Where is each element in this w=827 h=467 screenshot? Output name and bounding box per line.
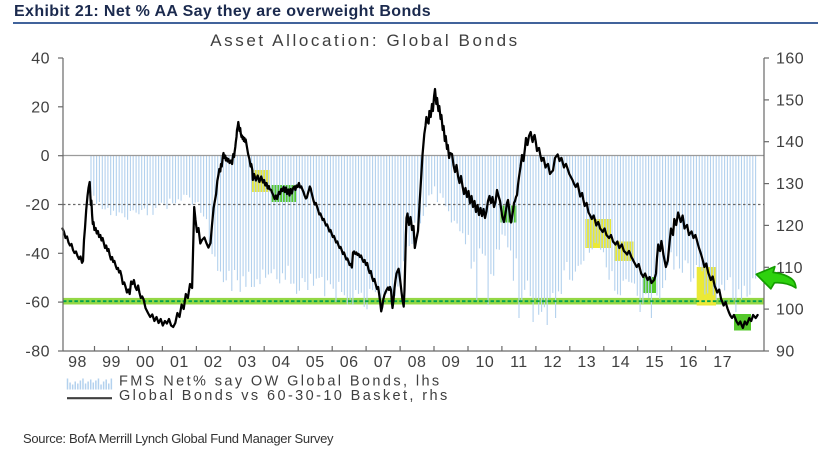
svg-text:12: 12	[543, 354, 562, 371]
svg-text:Global Bonds vs 60-30-10 Baske: Global Bonds vs 60-30-10 Basket, rhs	[119, 388, 450, 404]
svg-text:00: 00	[136, 354, 155, 371]
svg-text:120: 120	[776, 218, 804, 235]
svg-text:14: 14	[611, 354, 630, 371]
svg-text:40: 40	[31, 51, 50, 68]
svg-text:-20: -20	[25, 197, 50, 214]
svg-text:05: 05	[306, 354, 325, 371]
svg-text:FMS Net% say OW Global Bonds,: FMS Net% say OW Global Bonds, lhs	[119, 374, 442, 390]
svg-text:98: 98	[68, 354, 87, 371]
svg-text:-40: -40	[25, 246, 50, 263]
svg-text:0: 0	[41, 148, 50, 165]
svg-text:Asset Allocation: Global Bonds: Asset Allocation: Global Bonds	[210, 31, 520, 50]
svg-text:160: 160	[776, 51, 804, 68]
svg-text:-60: -60	[25, 295, 50, 312]
svg-text:15: 15	[645, 354, 664, 371]
svg-text:90: 90	[776, 344, 795, 361]
svg-text:100: 100	[776, 302, 804, 319]
svg-text:10: 10	[476, 354, 495, 371]
svg-text:140: 140	[776, 134, 804, 151]
svg-text:07: 07	[374, 354, 393, 371]
svg-text:09: 09	[442, 354, 461, 371]
svg-text:02: 02	[204, 354, 223, 371]
svg-text:99: 99	[102, 354, 121, 371]
svg-text:-80: -80	[25, 344, 50, 361]
svg-text:08: 08	[408, 354, 427, 371]
svg-text:06: 06	[340, 354, 359, 371]
svg-text:17: 17	[713, 354, 732, 371]
svg-text:11: 11	[510, 354, 528, 371]
svg-text:13: 13	[577, 354, 596, 371]
svg-text:110: 110	[776, 260, 803, 277]
svg-text:130: 130	[776, 176, 804, 193]
svg-text:16: 16	[679, 354, 698, 371]
svg-text:01: 01	[170, 354, 189, 371]
svg-text:150: 150	[776, 92, 804, 109]
svg-text:20: 20	[31, 99, 50, 116]
svg-text:04: 04	[272, 354, 291, 371]
svg-text:03: 03	[238, 354, 257, 371]
